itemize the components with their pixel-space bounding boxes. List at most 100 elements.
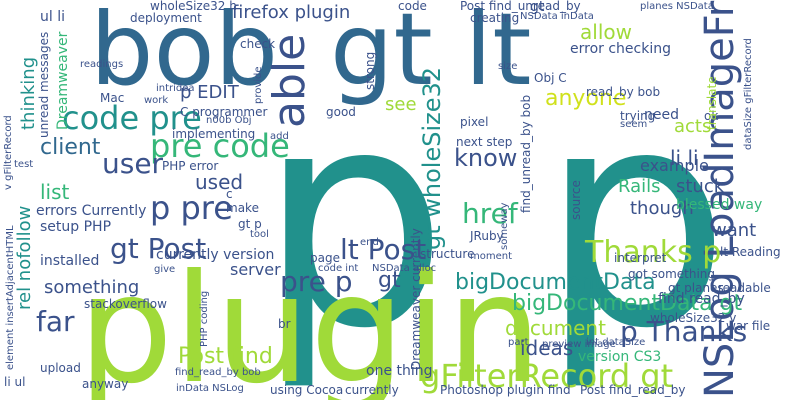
cloud-word-good: good bbox=[326, 105, 356, 119]
cloud-word-server: server bbox=[230, 260, 281, 279]
cloud-word-client: client bbox=[40, 135, 101, 160]
cloud-word-lt-post: lt Post bbox=[340, 233, 427, 266]
cloud-word-int-datasize: int dataSize bbox=[586, 337, 646, 348]
cloud-word-end: end bbox=[360, 237, 379, 248]
cloud-word-creating: creating bbox=[470, 11, 520, 25]
cloud-word-next-step: next step bbox=[456, 135, 513, 149]
cloud-word-document: document bbox=[505, 316, 606, 340]
cloud-word-mac: Mac bbox=[100, 91, 125, 105]
cloud-word-gt-mid: gt bbox=[530, 0, 545, 15]
cloud-word-firefox-plugin: firefox plugin bbox=[232, 2, 351, 23]
cloud-word-ideas: ideas bbox=[520, 336, 574, 360]
cloud-word-structure: structure bbox=[420, 247, 475, 261]
cloud-word-find-unread-by-bob: find_unread_by bob bbox=[519, 94, 533, 213]
cloud-word-allow: allow bbox=[580, 20, 632, 44]
cloud-word-make: make bbox=[226, 201, 259, 215]
cloud-word-moment: moment bbox=[470, 251, 513, 262]
cloud-word-br: br bbox=[278, 317, 291, 331]
cloud-word-nsdata-alloc: NSData alloc bbox=[372, 263, 437, 274]
cloud-word-post-find-unread-by: Post find_unread_by bbox=[460, 0, 581, 13]
cloud-word-trying: trying bbox=[620, 109, 656, 123]
cloud-word-deployment: deployment bbox=[130, 11, 202, 25]
cloud-word-obj-c: Obj C bbox=[534, 71, 567, 85]
cloud-word-ok: ok bbox=[704, 109, 719, 123]
cloud-word-errors-currently: errors Currently bbox=[36, 203, 147, 219]
cloud-word-stuck: stuck bbox=[676, 176, 725, 197]
cloud-word-code-int: code int bbox=[318, 263, 359, 274]
cloud-word-source: source bbox=[569, 180, 583, 220]
cloud-word-plugin: plugin bbox=[78, 243, 542, 400]
cloud-word-href: href bbox=[462, 197, 518, 230]
cloud-word-using-cocoa: using Cocoa bbox=[270, 383, 344, 397]
cloud-word-something: something bbox=[44, 277, 140, 298]
cloud-word-element-insert: element insertAdjacentHTML bbox=[5, 225, 16, 370]
cloud-word-example: example bbox=[640, 156, 709, 175]
cloud-word-give: give bbox=[154, 264, 176, 275]
cloud-word-gt-planes: gt planes bbox=[668, 281, 724, 295]
cloud-word-bob: bob bbox=[90, 0, 279, 108]
cloud-word-user: user bbox=[102, 147, 164, 180]
cloud-word-size: size bbox=[498, 61, 518, 72]
cloud-word-know: know bbox=[454, 144, 518, 172]
cloud-word-currently: currently bbox=[345, 383, 399, 397]
cloud-word-anyone: anyone bbox=[545, 86, 627, 111]
cloud-word-setup-php: setup PHP bbox=[40, 219, 112, 235]
cloud-word-acts: acts bbox=[674, 116, 712, 137]
cloud-word-test: test bbox=[14, 159, 34, 170]
cloud-word-list: list bbox=[40, 180, 70, 204]
cloud-word-blessed-way: blessed way bbox=[676, 197, 763, 213]
cloud-word-unread-messages: unread messages bbox=[37, 31, 51, 138]
cloud-word-wholesize32-v: wholeSize32 v bbox=[650, 311, 737, 325]
cloud-word-page: page bbox=[310, 251, 340, 265]
cloud-word-tool: tool bbox=[250, 229, 269, 240]
cloud-word-c: c bbox=[226, 187, 233, 201]
cloud-word-php-coding: PHP coding bbox=[199, 290, 210, 347]
cloud-word-v-gfilterrecord: v gFilterRecord bbox=[3, 115, 14, 190]
cloud-word-find-read-by: find read_by bbox=[658, 291, 745, 307]
cloud-word-pixel: pixel bbox=[460, 115, 489, 129]
cloud-word-li-li: li li bbox=[670, 146, 699, 170]
cloud-word-used: used bbox=[195, 170, 244, 194]
cloud-word-p-thanks: p Thanks bbox=[620, 315, 748, 348]
cloud-word-far: far bbox=[36, 305, 75, 338]
cloud-word-post-find: Post find bbox=[178, 344, 273, 369]
cloud-word-code: code bbox=[398, 0, 427, 13]
cloud-word-n00b-obj: n00b Obj bbox=[206, 115, 252, 126]
cloud-word-work: work bbox=[144, 95, 169, 106]
cloud-word-readable: readable bbox=[718, 281, 771, 295]
cloud-word-datasize-gfilter: dataSize gFilterRecord bbox=[743, 38, 754, 150]
cloud-word-preview-image: preview image bbox=[542, 339, 616, 350]
cloud-word-currently-version: currently version bbox=[156, 247, 275, 263]
cloud-word-check: check bbox=[240, 37, 276, 51]
cloud-word-gfilterrecord-gt: gFilterRecord gt bbox=[420, 357, 674, 395]
cloud-word-bigdoc-gt: bigDocumentData gt bbox=[512, 291, 743, 316]
cloud-word-li-ul: li ul bbox=[4, 375, 26, 389]
cloud-word-got-something: got something bbox=[628, 267, 716, 281]
cloud-word-gt-p: gt p bbox=[238, 217, 262, 231]
cloud-word-jruby: JRuby bbox=[470, 229, 504, 243]
cloud-word-implementing: implementing bbox=[172, 127, 256, 141]
cloud-word-provide: provide bbox=[253, 66, 264, 104]
cloud-word-part: part bbox=[508, 337, 529, 348]
cloud-word-photoshop-plugin-find: Photoshop plugin find bbox=[440, 383, 571, 397]
cloud-word-intridea: intridea bbox=[156, 83, 195, 94]
cloud-word-seem: seem bbox=[620, 119, 648, 130]
cloud-word-pre-code: pre code bbox=[150, 127, 290, 165]
cloud-word-p-pre: p pre bbox=[150, 189, 233, 227]
cloud-word-p-large: p bbox=[258, 45, 449, 394]
cloud-word-anyway: anyway bbox=[82, 377, 129, 391]
cloud-word-need: need bbox=[644, 107, 679, 123]
cloud-word-read-by-bob: read_by bob bbox=[586, 85, 661, 99]
cloud-word-code-pre: code pre bbox=[62, 99, 202, 137]
cloud-word-interpret: interpret bbox=[614, 251, 667, 265]
cloud-word-upload: upload bbox=[40, 361, 81, 375]
cloud-word-find-read-by-bob: find_read_by bob bbox=[175, 367, 261, 378]
cloud-word-version-cs3: version CS3 bbox=[578, 349, 662, 365]
cloud-word-war-file: war file bbox=[726, 319, 771, 333]
cloud-word-add: add bbox=[270, 131, 289, 142]
cloud-word-p-edit: p EDIT bbox=[180, 82, 239, 103]
cloud-word-post-find-read-by: Post find_read_by bbox=[580, 383, 686, 397]
cloud-word-though: though bbox=[630, 198, 694, 219]
cloud-word-php-error: PHP error bbox=[162, 159, 219, 173]
